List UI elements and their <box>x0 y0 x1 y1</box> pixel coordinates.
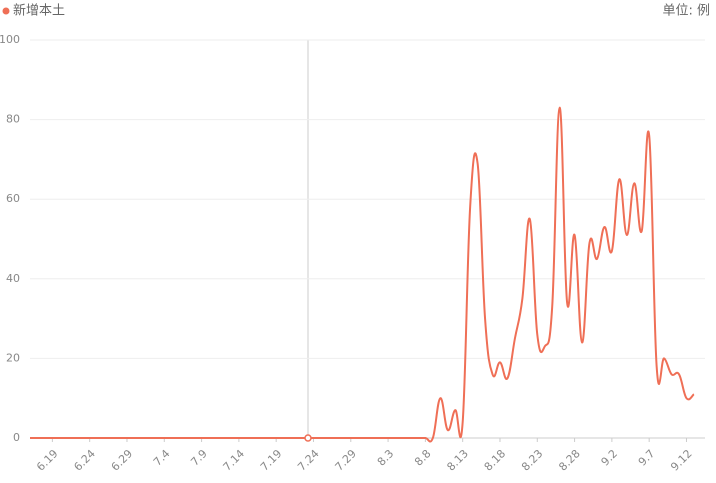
x-tick-label: 6.29 <box>109 447 136 474</box>
x-tick-label: 8.18 <box>482 447 509 474</box>
x-tick-label: 9.12 <box>668 447 695 474</box>
x-tick-label: 7.19 <box>258 447 285 474</box>
x-tick-label: 9.2 <box>599 447 621 469</box>
x-tick-label: 8.8 <box>412 447 434 469</box>
legend-dot <box>2 7 10 15</box>
x-tick-label: 8.23 <box>519 447 546 474</box>
hover-point <box>304 434 312 442</box>
y-tick-label: 0 <box>13 431 20 444</box>
y-tick-label: 20 <box>6 351 20 364</box>
x-tick-label: 8.3 <box>375 447 397 469</box>
y-tick-label: 80 <box>6 113 20 126</box>
x-tick-label: 7.4 <box>151 447 173 469</box>
x-tick-label: 7.29 <box>333 447 360 474</box>
series-line <box>29 106 695 443</box>
x-tick-label: 7.9 <box>188 447 210 469</box>
x-tick-label: 9.7 <box>636 447 658 469</box>
y-tick-label: 100 <box>0 33 20 46</box>
x-tick-label: 8.13 <box>444 447 471 474</box>
x-tick-label: 8.28 <box>556 447 583 474</box>
x-tick-label: 7.14 <box>221 447 248 474</box>
x-tick-label: 7.24 <box>295 447 322 474</box>
y-tick-label: 60 <box>6 192 20 205</box>
legend-label: 新增本土 <box>13 3 65 19</box>
x-tick-label: 6.24 <box>71 447 98 474</box>
x-tick-label: 6.19 <box>34 447 61 474</box>
y-tick-label: 40 <box>6 272 20 285</box>
unit-label: 单位: 例 <box>662 4 710 19</box>
